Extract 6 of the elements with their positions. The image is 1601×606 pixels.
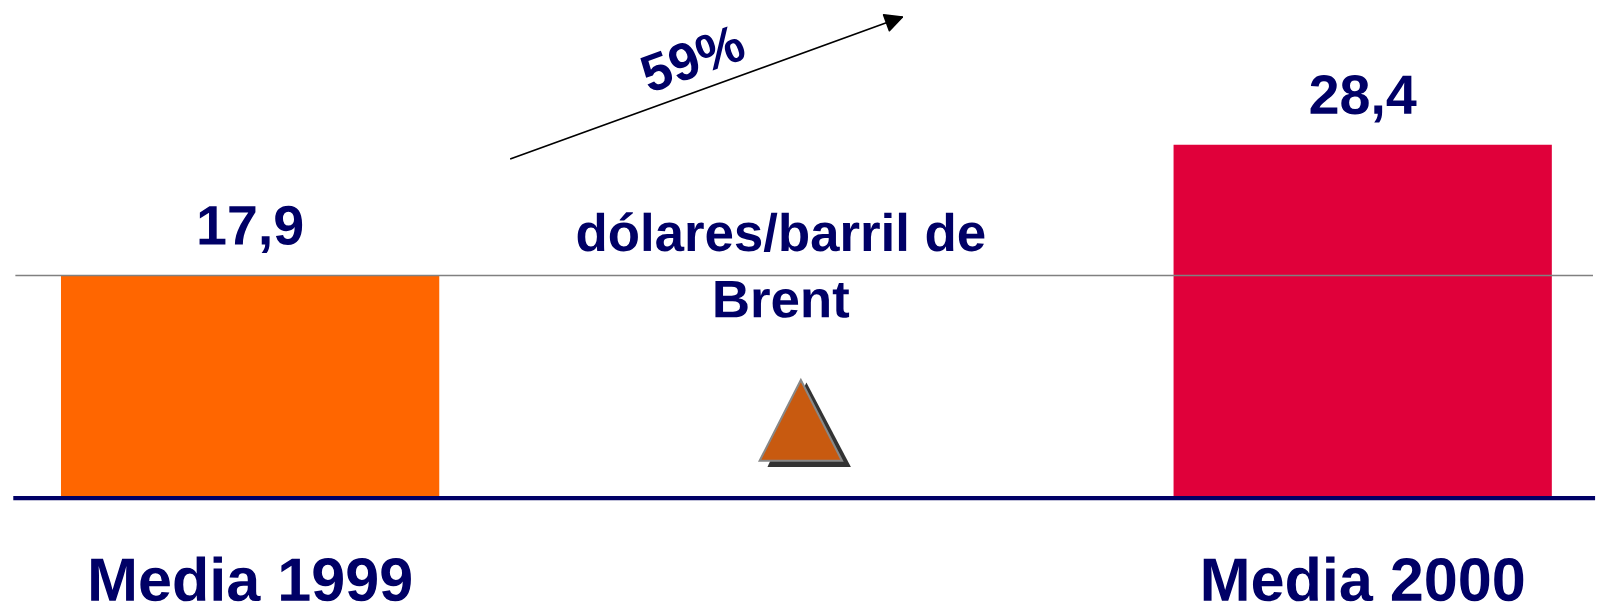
x-tick-label: Media 2000 [1203,556,1524,602]
data-label: 28,4 [1310,75,1417,123]
annotation: dólares/barril de Brent [577,212,985,318]
x-tick-label: Media 1999 [91,556,411,602]
data-label: 17,9 [199,205,303,254]
text: 59% [638,23,748,94]
